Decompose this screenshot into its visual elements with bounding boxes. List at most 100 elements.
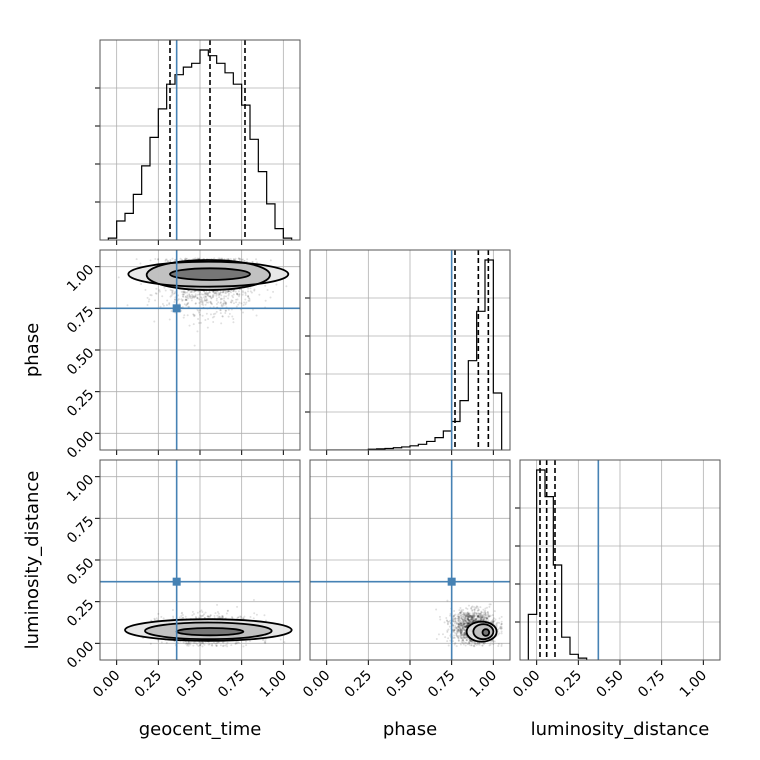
scatter-point: [471, 614, 474, 617]
scatter-point: [495, 622, 498, 625]
scatter-point: [215, 294, 218, 297]
scatter-point: [446, 629, 449, 632]
scatter-point: [453, 620, 456, 623]
scatter-point: [457, 613, 460, 616]
scatter-point: [468, 639, 471, 642]
scatter-point: [460, 623, 463, 626]
scatter-point: [500, 625, 503, 628]
scatter-point: [454, 618, 457, 621]
scatter-point: [456, 631, 459, 634]
scatter-point: [488, 603, 491, 606]
scatter-point: [452, 629, 455, 632]
scatter-point: [207, 643, 210, 646]
scatter-point: [468, 614, 471, 617]
scatter-point: [201, 645, 204, 648]
scatter-point: [479, 614, 482, 617]
scatter-point: [468, 622, 471, 625]
scatter-point: [467, 623, 470, 626]
scatter-point: [220, 303, 223, 306]
scatter-point: [222, 644, 225, 647]
scatter-point: [189, 295, 192, 298]
scatter-point: [194, 294, 197, 297]
scatter-point: [462, 626, 465, 629]
scatter-point: [226, 609, 229, 612]
scatter-point: [191, 297, 194, 300]
scatter-point: [461, 624, 464, 627]
scatter-point: [263, 614, 266, 617]
scatter-point: [472, 619, 475, 622]
scatter-point: [193, 344, 196, 347]
scatter-point: [459, 624, 462, 627]
scatter-point: [170, 294, 173, 297]
scatter-point: [480, 611, 483, 614]
scatter-point: [156, 258, 159, 261]
scatter-point: [466, 614, 469, 617]
scatter-point: [155, 287, 158, 290]
scatter-point: [230, 615, 233, 618]
scatter-point: [452, 640, 455, 643]
scatter-point: [198, 292, 201, 295]
scatter-point: [188, 296, 191, 299]
scatter-point: [491, 614, 494, 617]
scatter-point: [180, 614, 183, 617]
scatter-point: [469, 616, 472, 619]
scatter-point: [468, 616, 471, 619]
scatter-point: [469, 614, 472, 617]
scatter-point: [199, 614, 202, 617]
scatter-point: [251, 308, 254, 311]
scatter-point: [198, 293, 201, 296]
scatter-point: [500, 630, 503, 633]
scatter-point: [460, 633, 463, 636]
scatter-point: [471, 615, 474, 618]
scatter-point: [452, 630, 455, 633]
contour-level-1: [472, 623, 495, 641]
scatter-point: [222, 291, 225, 294]
scatter-point: [213, 315, 216, 318]
scatter-point: [465, 624, 468, 627]
scatter-point: [264, 642, 267, 645]
scatter-point: [473, 609, 476, 612]
scatter-point: [454, 617, 457, 620]
scatter-point: [222, 299, 225, 302]
scatter-point: [473, 644, 476, 647]
scatter-point: [247, 294, 250, 297]
scatter-point: [466, 615, 469, 618]
scatter-point: [203, 299, 206, 302]
scatter-point: [457, 622, 460, 625]
scatter-point: [458, 615, 461, 618]
scatter-point: [466, 612, 469, 615]
scatter-point: [236, 293, 239, 296]
scatter-point: [481, 616, 484, 619]
scatter-point: [460, 622, 463, 625]
scatter-point: [498, 627, 501, 630]
scatter-point: [457, 629, 460, 632]
scatter-point: [477, 613, 480, 616]
panel-frame: [309, 249, 511, 451]
scatter-point: [464, 622, 467, 625]
scatter-point: [227, 290, 230, 293]
scatter-point: [236, 298, 239, 301]
scatter-point: [203, 290, 206, 293]
scatter-point: [162, 304, 165, 307]
scatter-point: [249, 616, 252, 619]
scatter-point: [171, 289, 174, 292]
scatter-point: [217, 615, 220, 618]
scatter-point: [480, 618, 483, 621]
scatter-point: [460, 621, 463, 624]
scatter-point: [220, 322, 223, 325]
scatter-point: [216, 610, 219, 613]
scatter-point: [197, 318, 200, 321]
scatter-point: [193, 290, 196, 293]
scatter-point: [203, 292, 206, 295]
scatter-point: [475, 612, 478, 615]
ytick-label-4: 1.00: [64, 472, 97, 505]
scatter-point: [481, 614, 484, 617]
scatter-point: [269, 296, 272, 299]
scatter-point: [196, 297, 199, 300]
scatter-point: [459, 627, 462, 630]
scatter-point: [463, 622, 466, 625]
scatter-point: [222, 645, 225, 648]
scatter-point: [459, 611, 462, 614]
scatter-point: [469, 620, 472, 623]
scatter-point: [194, 615, 197, 618]
